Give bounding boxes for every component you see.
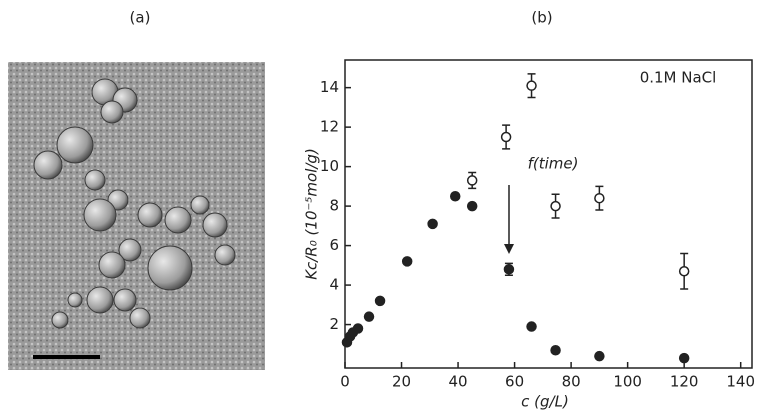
panel-label: (a) bbox=[130, 9, 151, 27]
y-tick-label: 14 bbox=[320, 78, 339, 96]
y-tick-label: 12 bbox=[320, 118, 339, 136]
annotation: 0.1M NaCl bbox=[640, 69, 717, 87]
micrograph bbox=[8, 62, 265, 370]
plot-frame bbox=[344, 59, 753, 369]
data-point bbox=[500, 131, 512, 143]
y-tick-label: 8 bbox=[329, 197, 339, 215]
data-point bbox=[374, 295, 386, 307]
x-tick-label: 120 bbox=[670, 373, 699, 391]
data-point bbox=[466, 200, 478, 212]
x-tick-label: 100 bbox=[613, 373, 642, 391]
x-tick-label: 40 bbox=[449, 373, 468, 391]
y-tick-label: 6 bbox=[329, 236, 339, 254]
data-point bbox=[526, 321, 537, 332]
data-point bbox=[449, 190, 461, 202]
x-tick-label: 140 bbox=[726, 373, 755, 391]
data-point bbox=[503, 264, 515, 275]
data-point bbox=[466, 175, 478, 186]
panel-label: (b) bbox=[531, 9, 552, 27]
data-point bbox=[594, 350, 605, 362]
data-point bbox=[352, 323, 364, 334]
x-tick-label: 80 bbox=[562, 373, 581, 391]
data-point bbox=[550, 200, 561, 212]
y-tick-label: 10 bbox=[320, 157, 339, 175]
y-tick-label: 4 bbox=[329, 276, 339, 294]
x-tick-label: 0 bbox=[340, 373, 350, 391]
x-axis-label: c (g/L) bbox=[521, 393, 569, 411]
arrow bbox=[504, 185, 514, 254]
data-point bbox=[594, 192, 605, 204]
x-tick-label: 20 bbox=[392, 373, 411, 391]
data-point bbox=[363, 311, 375, 322]
y-tick-label: 2 bbox=[329, 315, 339, 333]
x-tick-label: 60 bbox=[505, 373, 524, 391]
data-point bbox=[526, 80, 537, 91]
y-axis-label: Kc/R₀ (10⁻⁵mol/g) bbox=[303, 148, 321, 280]
data-point bbox=[678, 266, 690, 277]
annotation: f(time) bbox=[528, 155, 579, 173]
data-point bbox=[678, 352, 690, 364]
data-point bbox=[427, 218, 438, 230]
data-point bbox=[550, 344, 561, 356]
data-point bbox=[401, 256, 413, 267]
